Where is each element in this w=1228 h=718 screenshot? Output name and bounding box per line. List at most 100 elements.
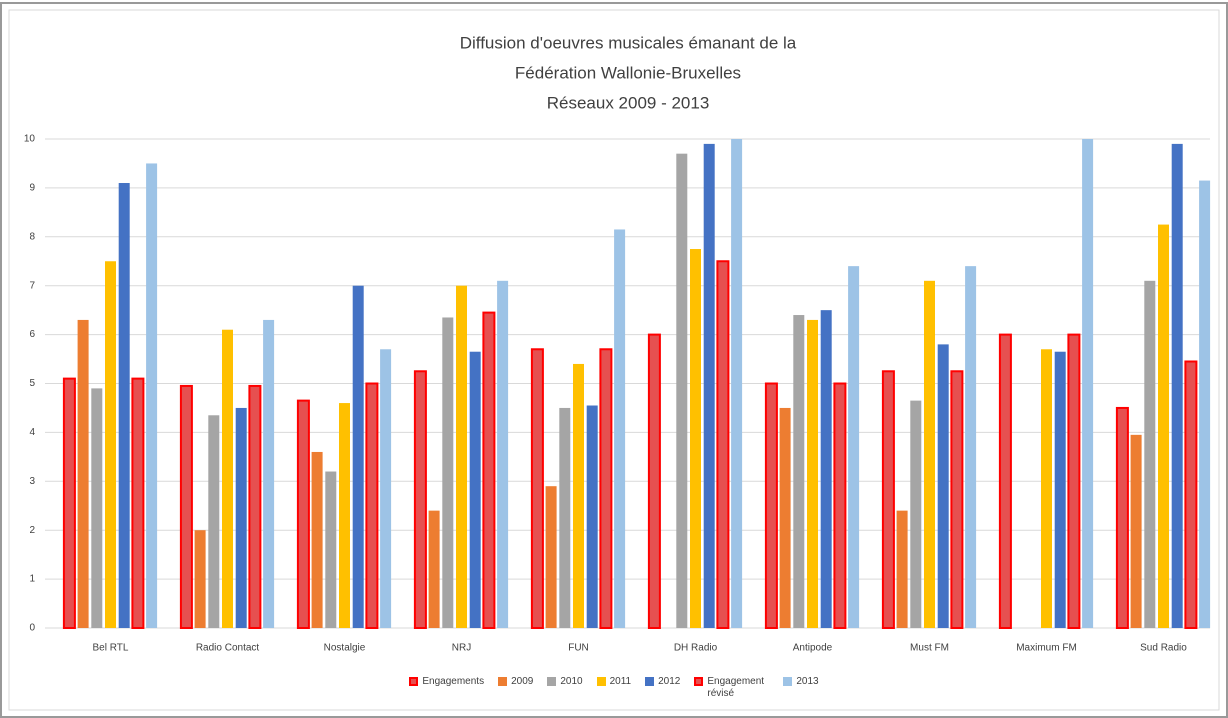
- bar: [339, 403, 350, 628]
- chart-title: Fédération Wallonie-Bruxelles: [515, 63, 741, 82]
- y-tick-label: 7: [29, 280, 35, 291]
- bar: [690, 249, 701, 628]
- bar: [208, 415, 220, 628]
- bar: [325, 471, 337, 628]
- legend-label: 2010: [560, 676, 583, 687]
- x-tick-label: Nostalgie: [324, 643, 366, 654]
- y-tick-label: 8: [29, 231, 35, 242]
- bar: [352, 285, 364, 628]
- bar: [428, 510, 440, 628]
- bar: [779, 407, 791, 628]
- bar: [179, 384, 193, 629]
- bar: [456, 285, 467, 628]
- bar: [1144, 280, 1156, 628]
- y-tick-label: 10: [24, 134, 36, 145]
- bar: [91, 388, 103, 628]
- chart-area: [8, 9, 1220, 711]
- x-tick-label: FUN: [568, 643, 589, 654]
- legend-swatch: [596, 677, 606, 686]
- bar: [998, 333, 1012, 629]
- bar: [1115, 406, 1129, 630]
- y-tick-label: 5: [29, 378, 35, 389]
- legend-label: 2013: [796, 676, 819, 687]
- legend-item: 2013: [783, 676, 819, 700]
- y-tick-label: 1: [29, 574, 35, 585]
- legend-label: Engagements: [422, 676, 485, 687]
- bar: [599, 348, 613, 629]
- chart-title: Diffusion d'oeuvres musicales émanant de…: [460, 33, 797, 52]
- legend-item: 2009: [498, 676, 533, 700]
- bar: [263, 319, 275, 628]
- bar: [950, 370, 964, 629]
- bar: [881, 370, 895, 629]
- legend-swatch: [547, 677, 557, 686]
- bar: [896, 510, 908, 628]
- bar: [469, 351, 481, 628]
- bar: [703, 143, 715, 628]
- legend-label: Engagement révisé: [707, 676, 765, 699]
- bar: [559, 407, 571, 628]
- legend-item: 2010: [547, 676, 583, 700]
- x-tick-label: DH Radio: [674, 643, 718, 654]
- bar: [937, 344, 949, 628]
- bar: [222, 329, 233, 628]
- bar: [530, 348, 544, 629]
- bar: [131, 377, 145, 629]
- bar: [62, 377, 76, 629]
- y-tick-label: 3: [29, 476, 35, 487]
- bar: [820, 310, 832, 628]
- bar: [1041, 349, 1052, 628]
- x-tick-label: Bel RTL: [93, 643, 129, 654]
- legend-swatch: [498, 677, 508, 686]
- bar: [77, 319, 89, 628]
- bar: [807, 319, 818, 628]
- bar: [764, 382, 778, 629]
- legend-swatch: [645, 677, 655, 686]
- legend-swatch: [409, 677, 419, 686]
- bar: [105, 261, 116, 628]
- legend-item: 2012: [645, 676, 680, 700]
- bar: [248, 384, 262, 629]
- bar: [1067, 333, 1081, 629]
- bar: [833, 382, 847, 629]
- bar: [194, 530, 206, 628]
- y-tick-label: 6: [29, 329, 35, 340]
- bar: [573, 363, 584, 628]
- legend-item: 2011: [596, 676, 632, 700]
- bar: [793, 315, 805, 628]
- legend-label: 2012: [658, 676, 681, 687]
- legend: Engagements 2009 2010 2011 2012 Engagement ré…: [0, 676, 1228, 700]
- y-tick-label: 2: [29, 525, 35, 536]
- bar: [1158, 224, 1169, 628]
- bar: [497, 280, 509, 628]
- bar: [731, 139, 743, 628]
- bar: [1184, 360, 1198, 629]
- bar: [442, 317, 454, 628]
- bar: [848, 266, 860, 628]
- bar: [296, 399, 310, 629]
- y-tick-label: 4: [29, 427, 35, 438]
- bar: [647, 333, 661, 629]
- bar: [1082, 139, 1094, 628]
- bar: [1054, 351, 1066, 628]
- legend-label: 2011: [609, 676, 632, 687]
- bar: [380, 349, 392, 628]
- y-tick-label: 9: [29, 183, 35, 194]
- y-tick-label: 0: [29, 623, 35, 634]
- bar: [676, 153, 688, 629]
- legend-item: Engagements: [409, 676, 484, 700]
- bar: [365, 382, 379, 629]
- bar: [586, 405, 598, 628]
- bar: [146, 163, 158, 628]
- legend-item: Engagement révisé: [694, 676, 769, 700]
- bar: [1171, 143, 1183, 628]
- legend-label: 2009: [511, 676, 534, 687]
- x-tick-label: Must FM: [910, 643, 949, 654]
- bar: [924, 280, 935, 628]
- bar: [545, 486, 557, 628]
- legend-swatch: [694, 677, 704, 686]
- x-tick-label: Sud Radio: [1140, 643, 1187, 654]
- bar: [118, 183, 130, 628]
